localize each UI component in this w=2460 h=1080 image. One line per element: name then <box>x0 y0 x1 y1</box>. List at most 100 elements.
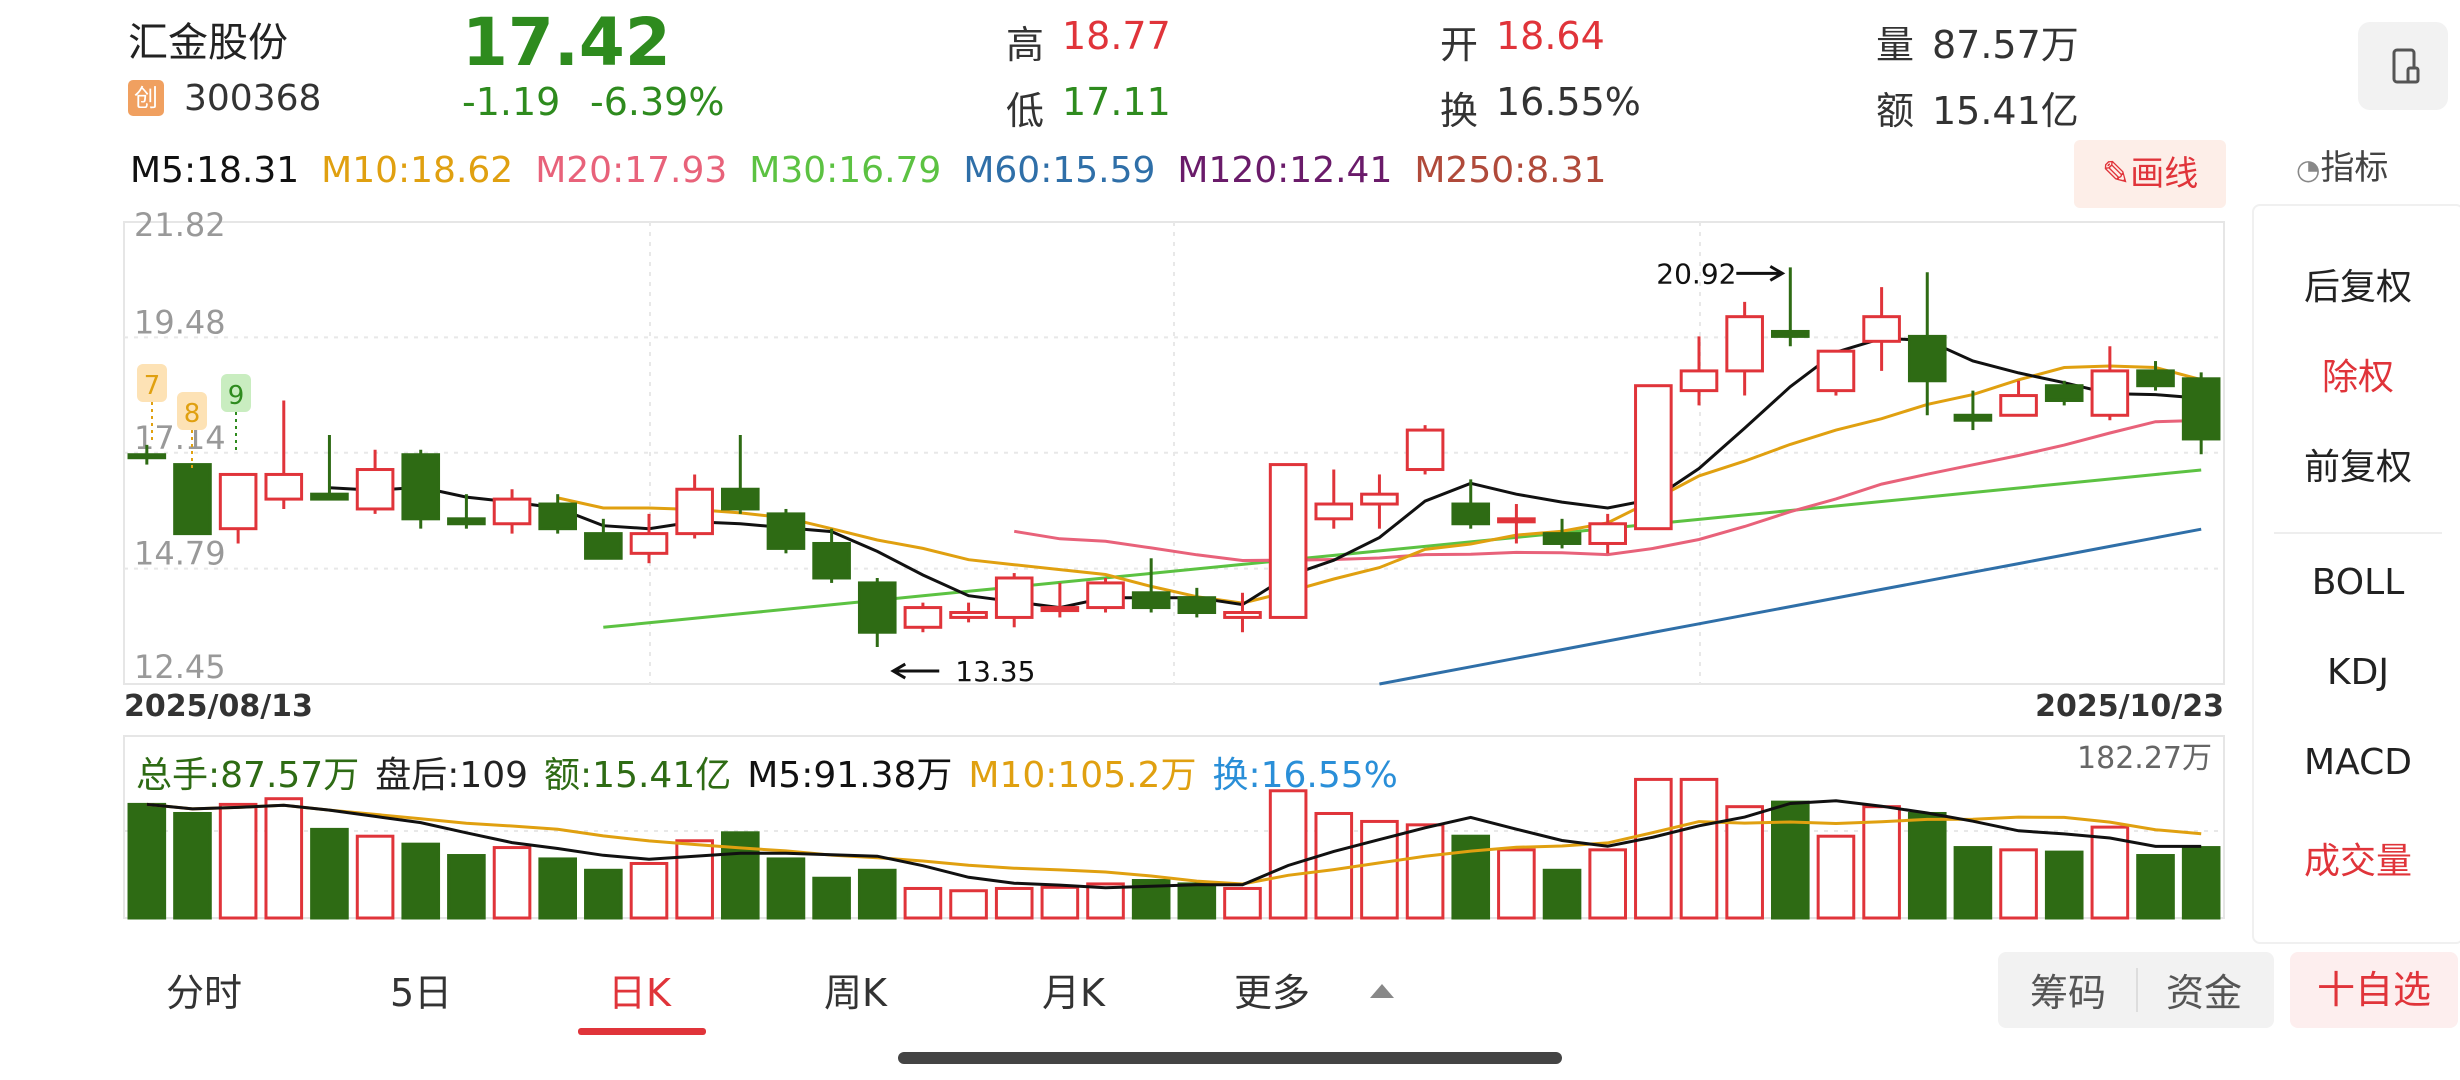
turnover-label: 换 <box>1440 89 1479 133</box>
candle-body <box>310 492 349 501</box>
ma-legend-item: M5:18.31 <box>130 150 300 191</box>
candle-body <box>1040 606 1080 613</box>
candle-body <box>766 512 806 550</box>
candle-body <box>1725 315 1764 373</box>
chips-button[interactable]: 筹码 <box>2030 971 2107 1015</box>
open-label: 开 <box>1440 23 1479 67</box>
candle-body <box>949 611 988 619</box>
candle-body <box>1953 413 1993 422</box>
volume-bar <box>2044 850 2084 920</box>
candle-body <box>1771 329 1810 338</box>
candle-body <box>584 532 623 560</box>
volume-bar <box>1040 885 1080 920</box>
tab-4[interactable]: 月K <box>1042 971 1105 1015</box>
event-marker-badge[interactable] <box>177 392 207 430</box>
volume-bar <box>857 868 897 920</box>
candle-body <box>218 472 258 531</box>
volume-bar <box>1405 823 1445 920</box>
candle-body <box>173 463 212 536</box>
candle-body <box>2136 369 2175 388</box>
add-watchlist-button[interactable]: 十自选 <box>2290 952 2458 1028</box>
volume-legend-item: 换:16.55% <box>1212 755 1398 796</box>
volume-bar <box>812 876 851 920</box>
ma-legend-item: M60:15.59 <box>963 150 1156 191</box>
volume-bar <box>584 868 623 920</box>
candle-body <box>1405 428 1445 472</box>
volume-label: 量 <box>1876 23 1915 67</box>
y-tick-label: 19.48 <box>134 303 226 341</box>
funds-button[interactable]: 资金 <box>2166 971 2243 1015</box>
candle-body <box>1314 502 1354 521</box>
tab-0[interactable]: 分时 <box>166 971 243 1015</box>
volume-bar <box>949 889 988 920</box>
event-marker-badge[interactable] <box>137 364 167 402</box>
ma-legend-item: M10:18.62 <box>321 150 514 191</box>
volume-bar <box>1999 848 2038 920</box>
tab-5[interactable]: 更多 <box>1234 971 1311 1015</box>
candlestick-chart[interactable]: 21.8219.4817.1414.7912.4520.9213.3578920… <box>0 200 2250 740</box>
tab-1[interactable]: 5日 <box>390 971 453 1015</box>
gauge-icon: ◔ <box>2296 153 2321 186</box>
indicator-button[interactable]: ◔指标 <box>2296 140 2388 189</box>
stock-name: 汇金股份 <box>128 20 288 66</box>
draw-line-button[interactable]: ✎画线 <box>2074 140 2226 208</box>
candle-body <box>1497 517 1536 524</box>
candle-body <box>1177 596 1217 615</box>
candle-body <box>857 581 897 634</box>
volume-bar <box>1679 777 1719 920</box>
candle-body <box>1542 532 1582 545</box>
landscape-toggle-button[interactable] <box>2358 22 2448 110</box>
volume-bar <box>310 827 349 920</box>
tab-2[interactable]: 日K <box>608 971 671 1015</box>
volume-legend-item: 盘后:109 <box>375 755 529 796</box>
volume-bar <box>173 811 212 920</box>
volume-chart[interactable]: 182.27万 <box>0 728 2250 928</box>
side-menu-item[interactable]: 成交量 <box>2303 841 2412 882</box>
candle-body <box>2044 384 2084 402</box>
candle-body <box>1634 384 1673 531</box>
candle-body <box>1999 394 2038 417</box>
volume-bar <box>2090 825 2130 920</box>
candle-body <box>2181 377 2221 441</box>
phone-rotate-icon <box>2392 48 2420 84</box>
candle-body <box>1816 349 1856 393</box>
side-menu-item[interactable]: 后复权 <box>2303 267 2412 308</box>
event-marker-badge[interactable] <box>221 374 251 412</box>
volume-bar <box>1542 868 1582 920</box>
volume-bar <box>2181 846 2221 920</box>
volume-bar <box>1907 811 1947 920</box>
volume-legend-item: M5:91.38万 <box>747 755 953 796</box>
side-menu-divider <box>2274 532 2442 534</box>
volume-legend-item: M10:105.2万 <box>968 755 1197 796</box>
volume-bar <box>1451 834 1491 920</box>
volume-ma10-line <box>146 802 2202 886</box>
ma-legend-item: M30:16.79 <box>749 150 942 191</box>
volume-bar <box>903 886 943 920</box>
ma-legend-item: M250:8.31 <box>1414 150 1607 191</box>
tab-3[interactable]: 周K <box>824 971 887 1015</box>
volume-bar <box>1268 789 1308 920</box>
price-change-pct: -6.39% <box>590 80 725 124</box>
y-tick-label: 14.79 <box>134 535 226 573</box>
side-menu-item[interactable]: BOLL <box>2311 562 2405 603</box>
volume-bar <box>1177 882 1217 920</box>
ma-legend: M5:18.31 M10:18.62 M20:17.93 M30:16.79 M60:1… <box>130 150 1628 191</box>
chip-divider <box>2136 968 2138 1012</box>
candle-body <box>492 497 532 526</box>
current-price: 17.42 <box>462 4 671 81</box>
candle-body <box>1907 334 1947 383</box>
min-arrow-icon <box>890 662 940 680</box>
price-change: -1.19 <box>462 80 561 124</box>
amount-label: 额 <box>1876 89 1915 133</box>
side-menu-item[interactable]: 除权 <box>2321 357 2394 398</box>
side-menu-item[interactable]: KDJ <box>2327 652 2389 693</box>
volume-bar <box>355 834 395 920</box>
candle-body <box>538 502 577 531</box>
side-menu-item[interactable]: 前复权 <box>2303 447 2412 488</box>
volume-bar <box>1086 882 1125 920</box>
volume-bar <box>629 861 669 920</box>
volume-bar <box>492 846 532 920</box>
min-price-label: 13.35 <box>955 655 1035 688</box>
side-menu-item[interactable]: MACD <box>2304 742 2412 783</box>
candle-body <box>1588 522 1628 545</box>
